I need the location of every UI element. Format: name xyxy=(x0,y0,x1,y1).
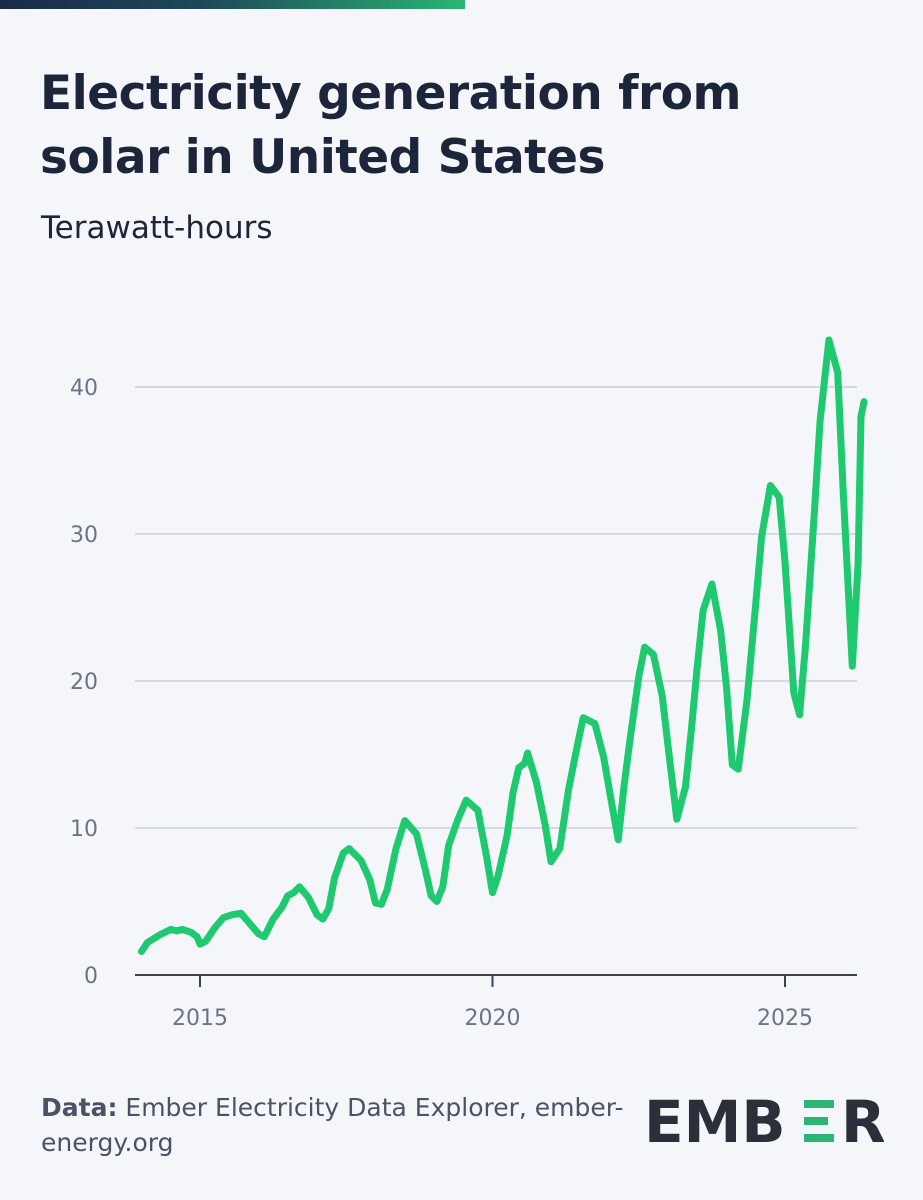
y-tick-label-30: 30 xyxy=(70,523,98,548)
source-text: Ember Electricity Data Explorer, ember-e… xyxy=(41,1093,624,1157)
source-label: Data: xyxy=(41,1093,118,1122)
x-tick-label-2015: 2015 xyxy=(172,1006,228,1031)
x-tick-label-2020: 2020 xyxy=(465,1006,521,1031)
y-tick-label-0: 0 xyxy=(84,964,98,989)
chart-title: Electricity generation from solar in Uni… xyxy=(40,66,741,185)
y-tick-label-20: 20 xyxy=(70,670,98,695)
y-tick-label-10: 10 xyxy=(70,817,98,842)
logo-text-right: R xyxy=(841,1090,884,1150)
y-tick-label-40: 40 xyxy=(70,376,98,401)
chart-subtitle: Terawatt-hours xyxy=(41,210,273,246)
series-line-0 xyxy=(138,336,868,955)
x-tick-label-2025: 2025 xyxy=(757,1006,813,1031)
ember-logo: EMB R xyxy=(644,1090,884,1150)
line-chart: 0 10 20 30 40 2015 2020 2025 xyxy=(70,336,868,1031)
top-accent-bar xyxy=(0,0,465,9)
logo-text-left: EMB xyxy=(644,1090,786,1150)
source-note: Data: Ember Electricity Data Explorer, e… xyxy=(41,1090,641,1160)
logo-e-mark xyxy=(804,1100,834,1142)
